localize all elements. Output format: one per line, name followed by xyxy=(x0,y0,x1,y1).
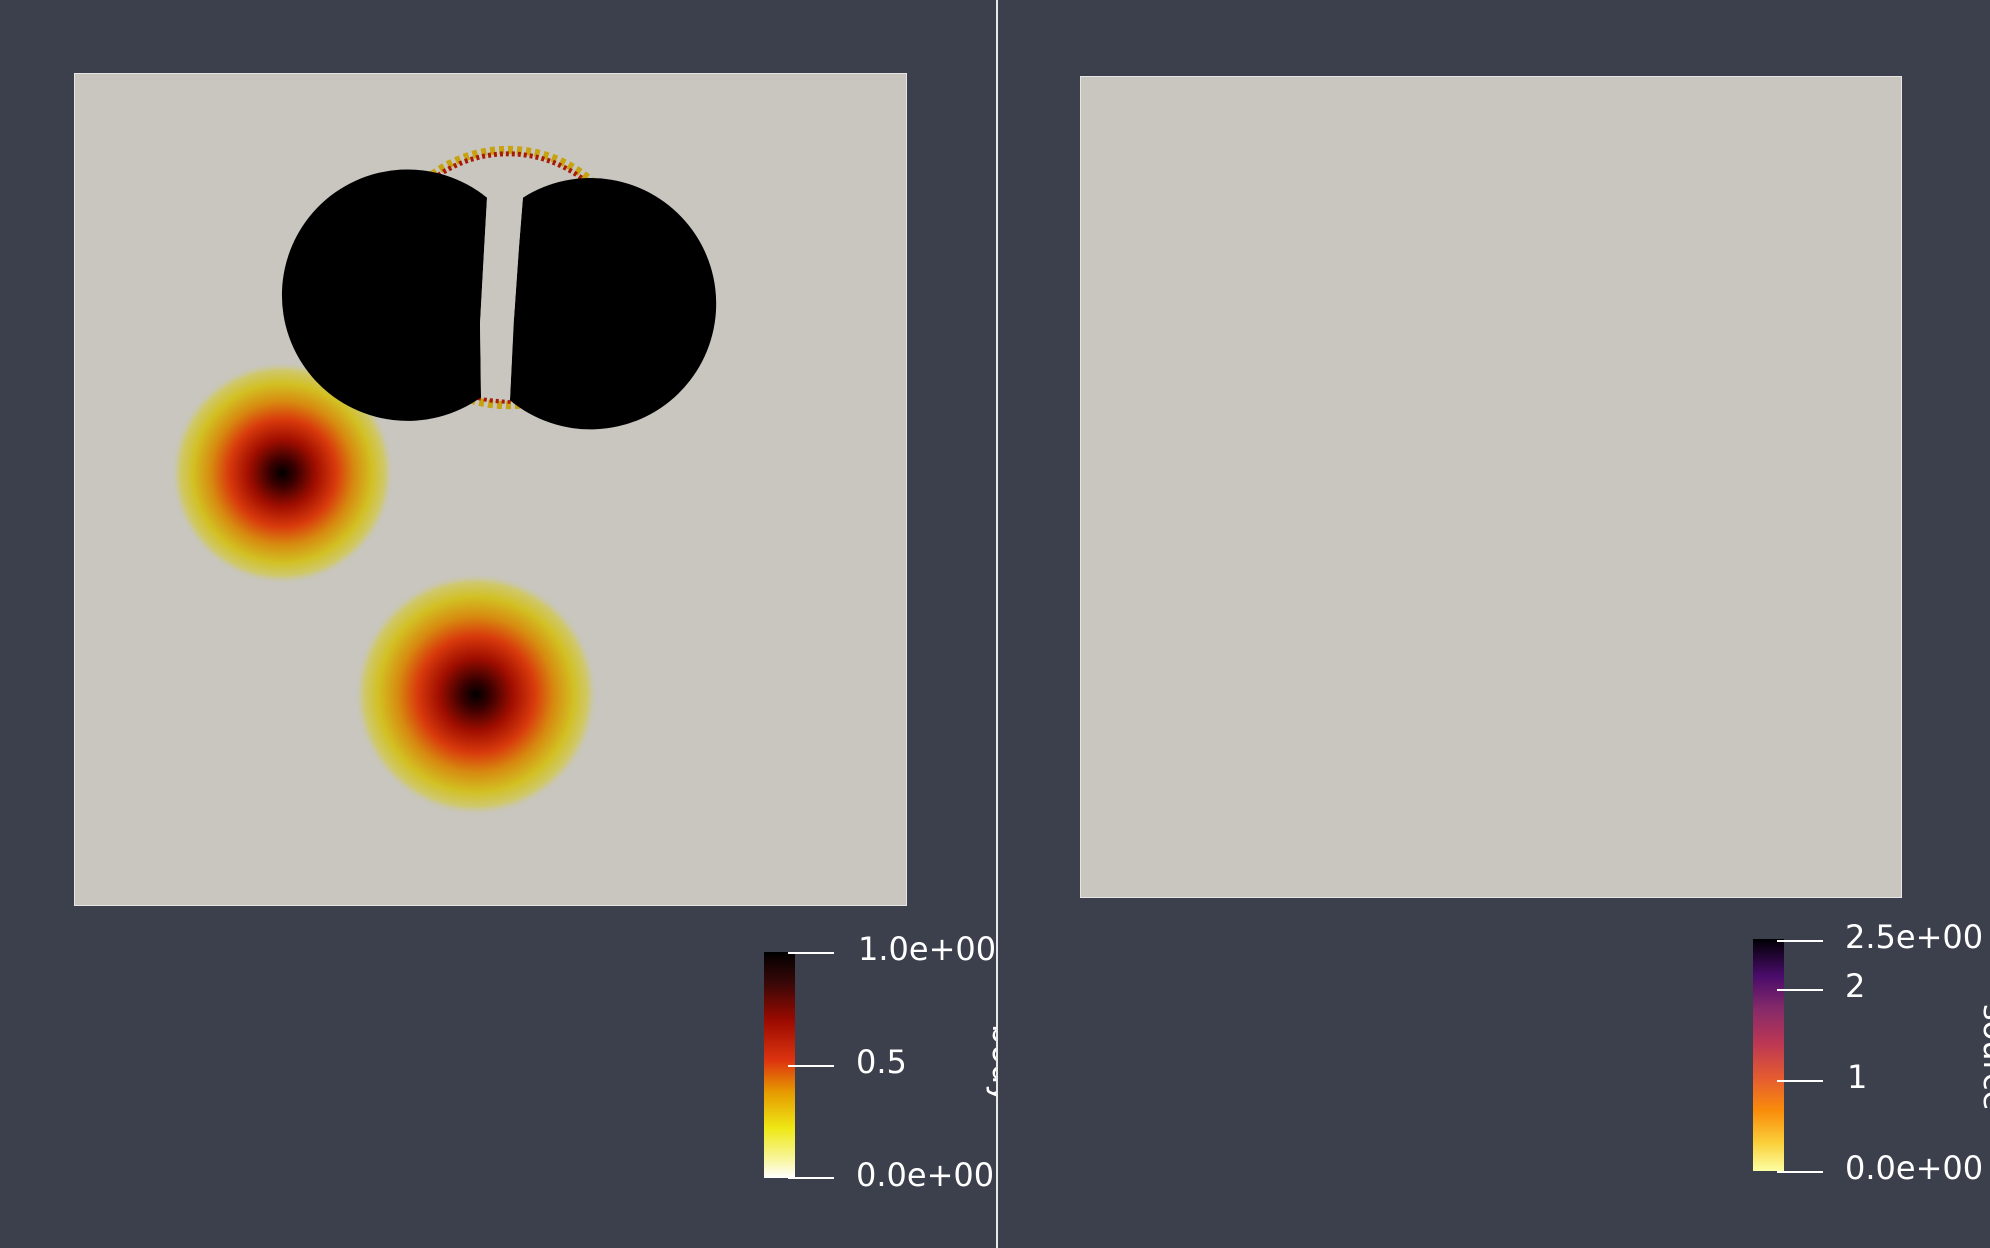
body-colorbar-label-min: 0.0e+00 xyxy=(856,1156,995,1194)
source-colorbar-label-1: 1 xyxy=(1847,1058,1868,1096)
slotted-disk-slot xyxy=(480,197,523,401)
gaussian-blob-upper-left xyxy=(170,361,395,585)
source-colorbar-title: source xyxy=(1976,1004,1990,1111)
body-colorbar-tick-min xyxy=(788,1177,834,1179)
source-colorbar-tick-2 xyxy=(1777,989,1823,991)
source-colorbar-tick-min xyxy=(1777,1171,1823,1173)
body-colorbar-label-max: 1.0e+00 xyxy=(858,930,996,968)
body-colorbar-tick-max xyxy=(788,952,834,954)
source-colorbar-label-2: 2 xyxy=(1845,967,1866,1005)
body-colorbar-label-mid: 0.5 xyxy=(856,1043,907,1081)
body-field-domain[interactable] xyxy=(74,73,907,906)
gaussian-blob-lower xyxy=(354,572,598,817)
source-colorbar-tick-max xyxy=(1777,940,1823,942)
body-field-plot xyxy=(170,145,717,817)
source-colorbar-label-min: 0.0e+00 xyxy=(1845,1149,1984,1187)
right-render-view[interactable]: 2.5e+00 2 1 0.0e+00 source xyxy=(999,0,1990,1248)
body-colorbar-tick-mid xyxy=(788,1065,834,1067)
source-field-domain[interactable] xyxy=(1080,76,1902,898)
source-colorbar-tick-1 xyxy=(1777,1080,1823,1082)
slotted-disk xyxy=(281,169,717,430)
view-divider[interactable] xyxy=(996,0,998,1248)
source-colorbar-label-max: 2.5e+00 xyxy=(1845,918,1984,956)
source-colorbar xyxy=(1753,939,1784,1171)
body-colorbar-title: body xyxy=(985,1024,996,1104)
left-render-view[interactable]: 1.0e+00 0.5 0.0e+00 body xyxy=(0,0,996,1248)
